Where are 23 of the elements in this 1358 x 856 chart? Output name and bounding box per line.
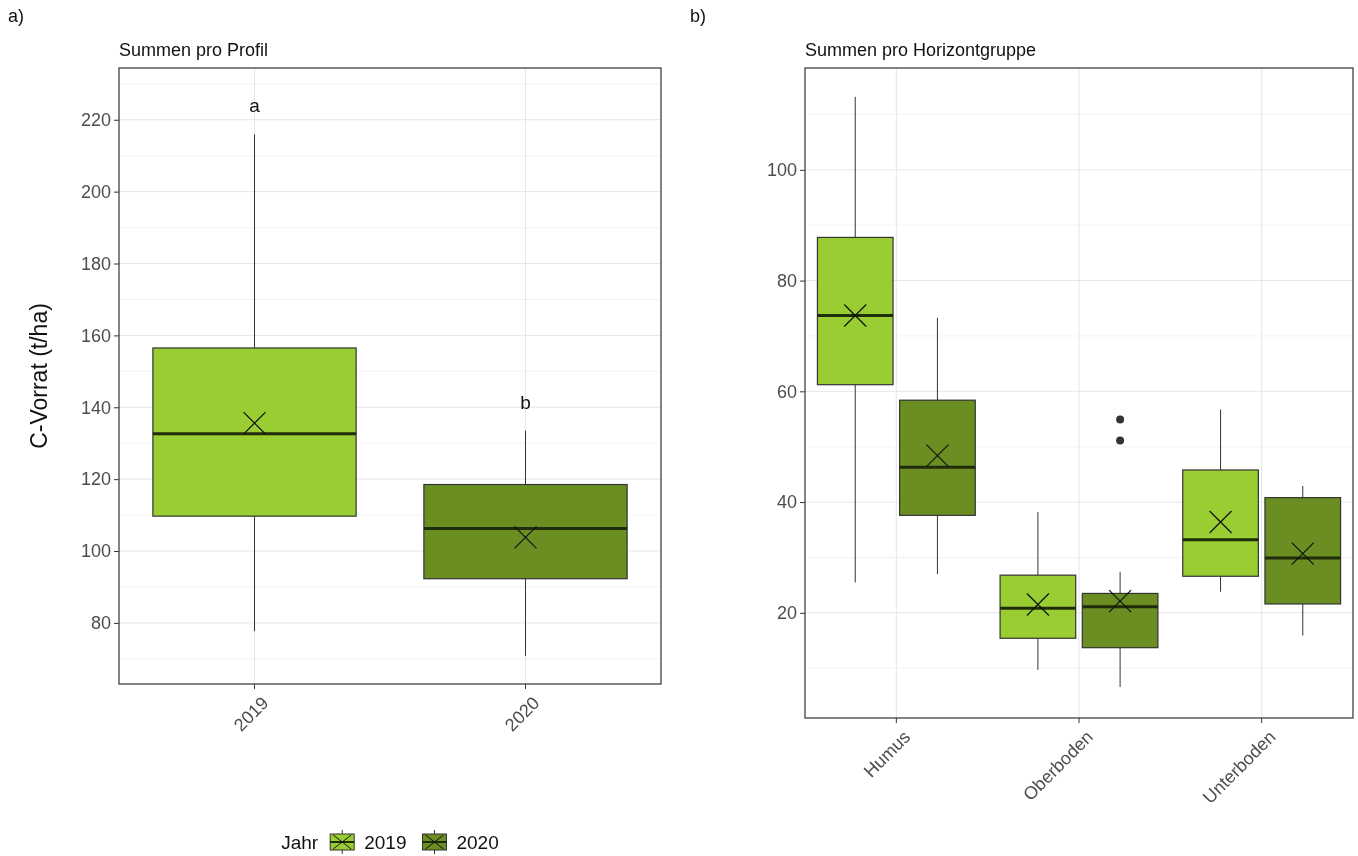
y-tick-label: 80 — [776, 270, 797, 291]
legend-label: 2020 — [456, 831, 499, 853]
chart-title: Summen pro Profil — [119, 40, 269, 60]
y-tick-label: 100 — [766, 160, 797, 181]
y-tick-label: 120 — [80, 469, 111, 490]
annotation: b — [520, 391, 531, 413]
chart-title: Summen pro Horizontgruppe — [805, 40, 1037, 60]
y-tick-label: 140 — [80, 397, 111, 418]
y-tick-label: 100 — [80, 541, 111, 562]
y-tick-label: 180 — [80, 253, 111, 274]
y-tick-label: 40 — [776, 492, 797, 513]
text: b) — [690, 6, 707, 26]
y-tick-label: 60 — [776, 381, 797, 402]
text: a) — [8, 6, 25, 26]
y-tick-label: 80 — [90, 613, 111, 634]
y-tick-label: 20 — [776, 603, 797, 624]
legend-title: Jahr — [281, 831, 319, 853]
annotation: a — [249, 95, 261, 117]
y-tick-label: 200 — [80, 181, 111, 202]
legend-label: 2019 — [364, 831, 407, 853]
y-tick-label: 160 — [80, 325, 111, 346]
y-axis-title: C-Vorrat (t/ha) — [26, 303, 52, 449]
y-tick-label: 220 — [80, 110, 111, 131]
